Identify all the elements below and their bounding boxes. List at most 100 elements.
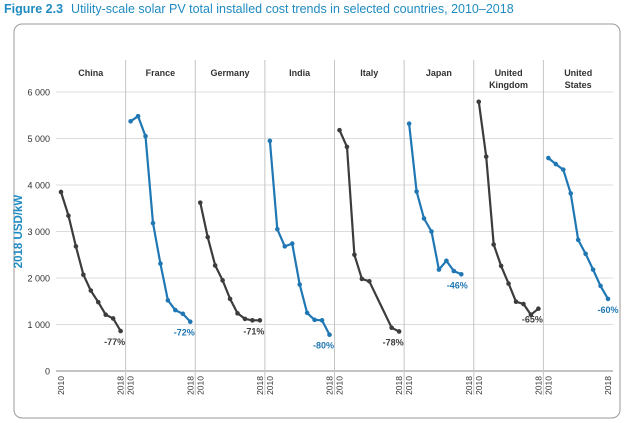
data-point [81, 272, 86, 278]
x-tick-label: 2010 [543, 376, 553, 395]
panel-title: China [78, 68, 104, 78]
y-tick-label: 4 000 [27, 181, 50, 191]
data-point [506, 281, 511, 286]
panel-title: United [495, 68, 523, 78]
data-point [560, 167, 566, 172]
x-tick-label: 2010 [126, 376, 136, 395]
x-tick-label: 2010 [265, 376, 275, 395]
chart-frame [13, 23, 621, 419]
panel-united-kingdom: United Kingdom -65% 2010 2018 [474, 68, 544, 395]
data-point [110, 316, 116, 321]
x-tick-label: 2018 [603, 376, 613, 395]
x-tick-label: 2010 [404, 376, 414, 395]
data-point [289, 241, 295, 246]
data-point [458, 271, 464, 277]
data-point [150, 220, 156, 226]
data-point [476, 99, 482, 105]
data-point [337, 127, 342, 133]
data-point [546, 155, 551, 161]
data-point [483, 154, 489, 159]
change-label: -60% [597, 305, 618, 315]
panel-title: Kingdom [489, 80, 528, 90]
data-point [414, 189, 419, 194]
x-tick-label: 2010 [56, 376, 66, 395]
panel-title: States [565, 80, 592, 90]
panel-title: Germany [211, 68, 250, 78]
panel-united-states: United States -60% 2010 2018 [543, 68, 618, 395]
change-label: -80% [313, 341, 334, 351]
panel-china: China -77% 2010 2018 [56, 68, 126, 395]
y-axis-title: 2018 USD/kW [13, 195, 25, 269]
y-tick-label: 2 000 [27, 274, 50, 284]
data-point [429, 229, 434, 234]
data-point [389, 325, 394, 331]
data-point [521, 301, 526, 307]
panel-title: India [289, 68, 311, 78]
data-point [73, 244, 79, 249]
panel-title: Italy [360, 68, 378, 78]
data-point [498, 263, 504, 269]
panel-italy: Italy -78% 2010 2018 [335, 68, 405, 395]
series-line [408, 123, 462, 276]
change-label: -72% [174, 328, 195, 338]
data-point [95, 299, 101, 305]
y-tick-label: 6 000 [27, 88, 50, 98]
data-point [235, 311, 240, 316]
data-point [128, 118, 133, 124]
data-point [282, 244, 288, 249]
data-point [180, 311, 186, 317]
data-point [605, 296, 611, 302]
data-point [88, 288, 94, 293]
data-point [165, 298, 171, 303]
data-point [227, 296, 233, 302]
change-label: -78% [383, 337, 404, 347]
x-tick-label: 2018 [255, 376, 265, 395]
data-point [536, 306, 541, 311]
data-point [590, 267, 596, 272]
x-tick-label: 2018 [394, 376, 404, 395]
data-point [491, 242, 496, 247]
series-line [338, 129, 400, 333]
figure-caption: Utility-scale solar PV total installed c… [71, 2, 514, 16]
data-point [575, 237, 581, 243]
figure-number: Figure 2.3 [4, 2, 64, 16]
data-point [352, 252, 357, 258]
x-tick-label: 2010 [335, 376, 345, 395]
x-tick-label: 2018 [185, 376, 195, 395]
data-point [118, 328, 123, 334]
data-point [436, 267, 442, 272]
x-tick-label: 2018 [116, 376, 126, 395]
data-point [58, 189, 64, 195]
data-point [143, 133, 148, 139]
data-point [444, 258, 449, 264]
change-label: -65% [522, 315, 543, 325]
data-point [187, 319, 193, 325]
data-point [598, 283, 603, 289]
data-point [553, 161, 559, 167]
data-point [66, 213, 71, 218]
data-point [568, 191, 574, 196]
data-point [257, 318, 263, 323]
x-tick-label: 2018 [325, 376, 335, 395]
y-tick-label: 5 000 [27, 134, 50, 144]
data-point [312, 317, 317, 323]
data-point [451, 268, 457, 274]
data-point [212, 263, 218, 268]
series-line [199, 202, 260, 322]
change-label: -71% [243, 326, 264, 336]
x-tick-label: 2018 [533, 376, 543, 395]
data-point [275, 226, 280, 232]
data-point [344, 144, 350, 150]
data-point [406, 121, 412, 126]
data-point [135, 113, 141, 119]
data-point [220, 278, 225, 283]
data-point [359, 276, 365, 282]
y-tick-label: 1 000 [27, 320, 50, 330]
data-point [583, 251, 588, 257]
series-line [59, 191, 122, 332]
change-label: -46% [447, 280, 468, 290]
y-tick-label: 0 [45, 367, 50, 377]
x-tick-label: 2010 [474, 376, 484, 395]
panel-germany: Germany -71% 2010 2018 [195, 68, 265, 395]
